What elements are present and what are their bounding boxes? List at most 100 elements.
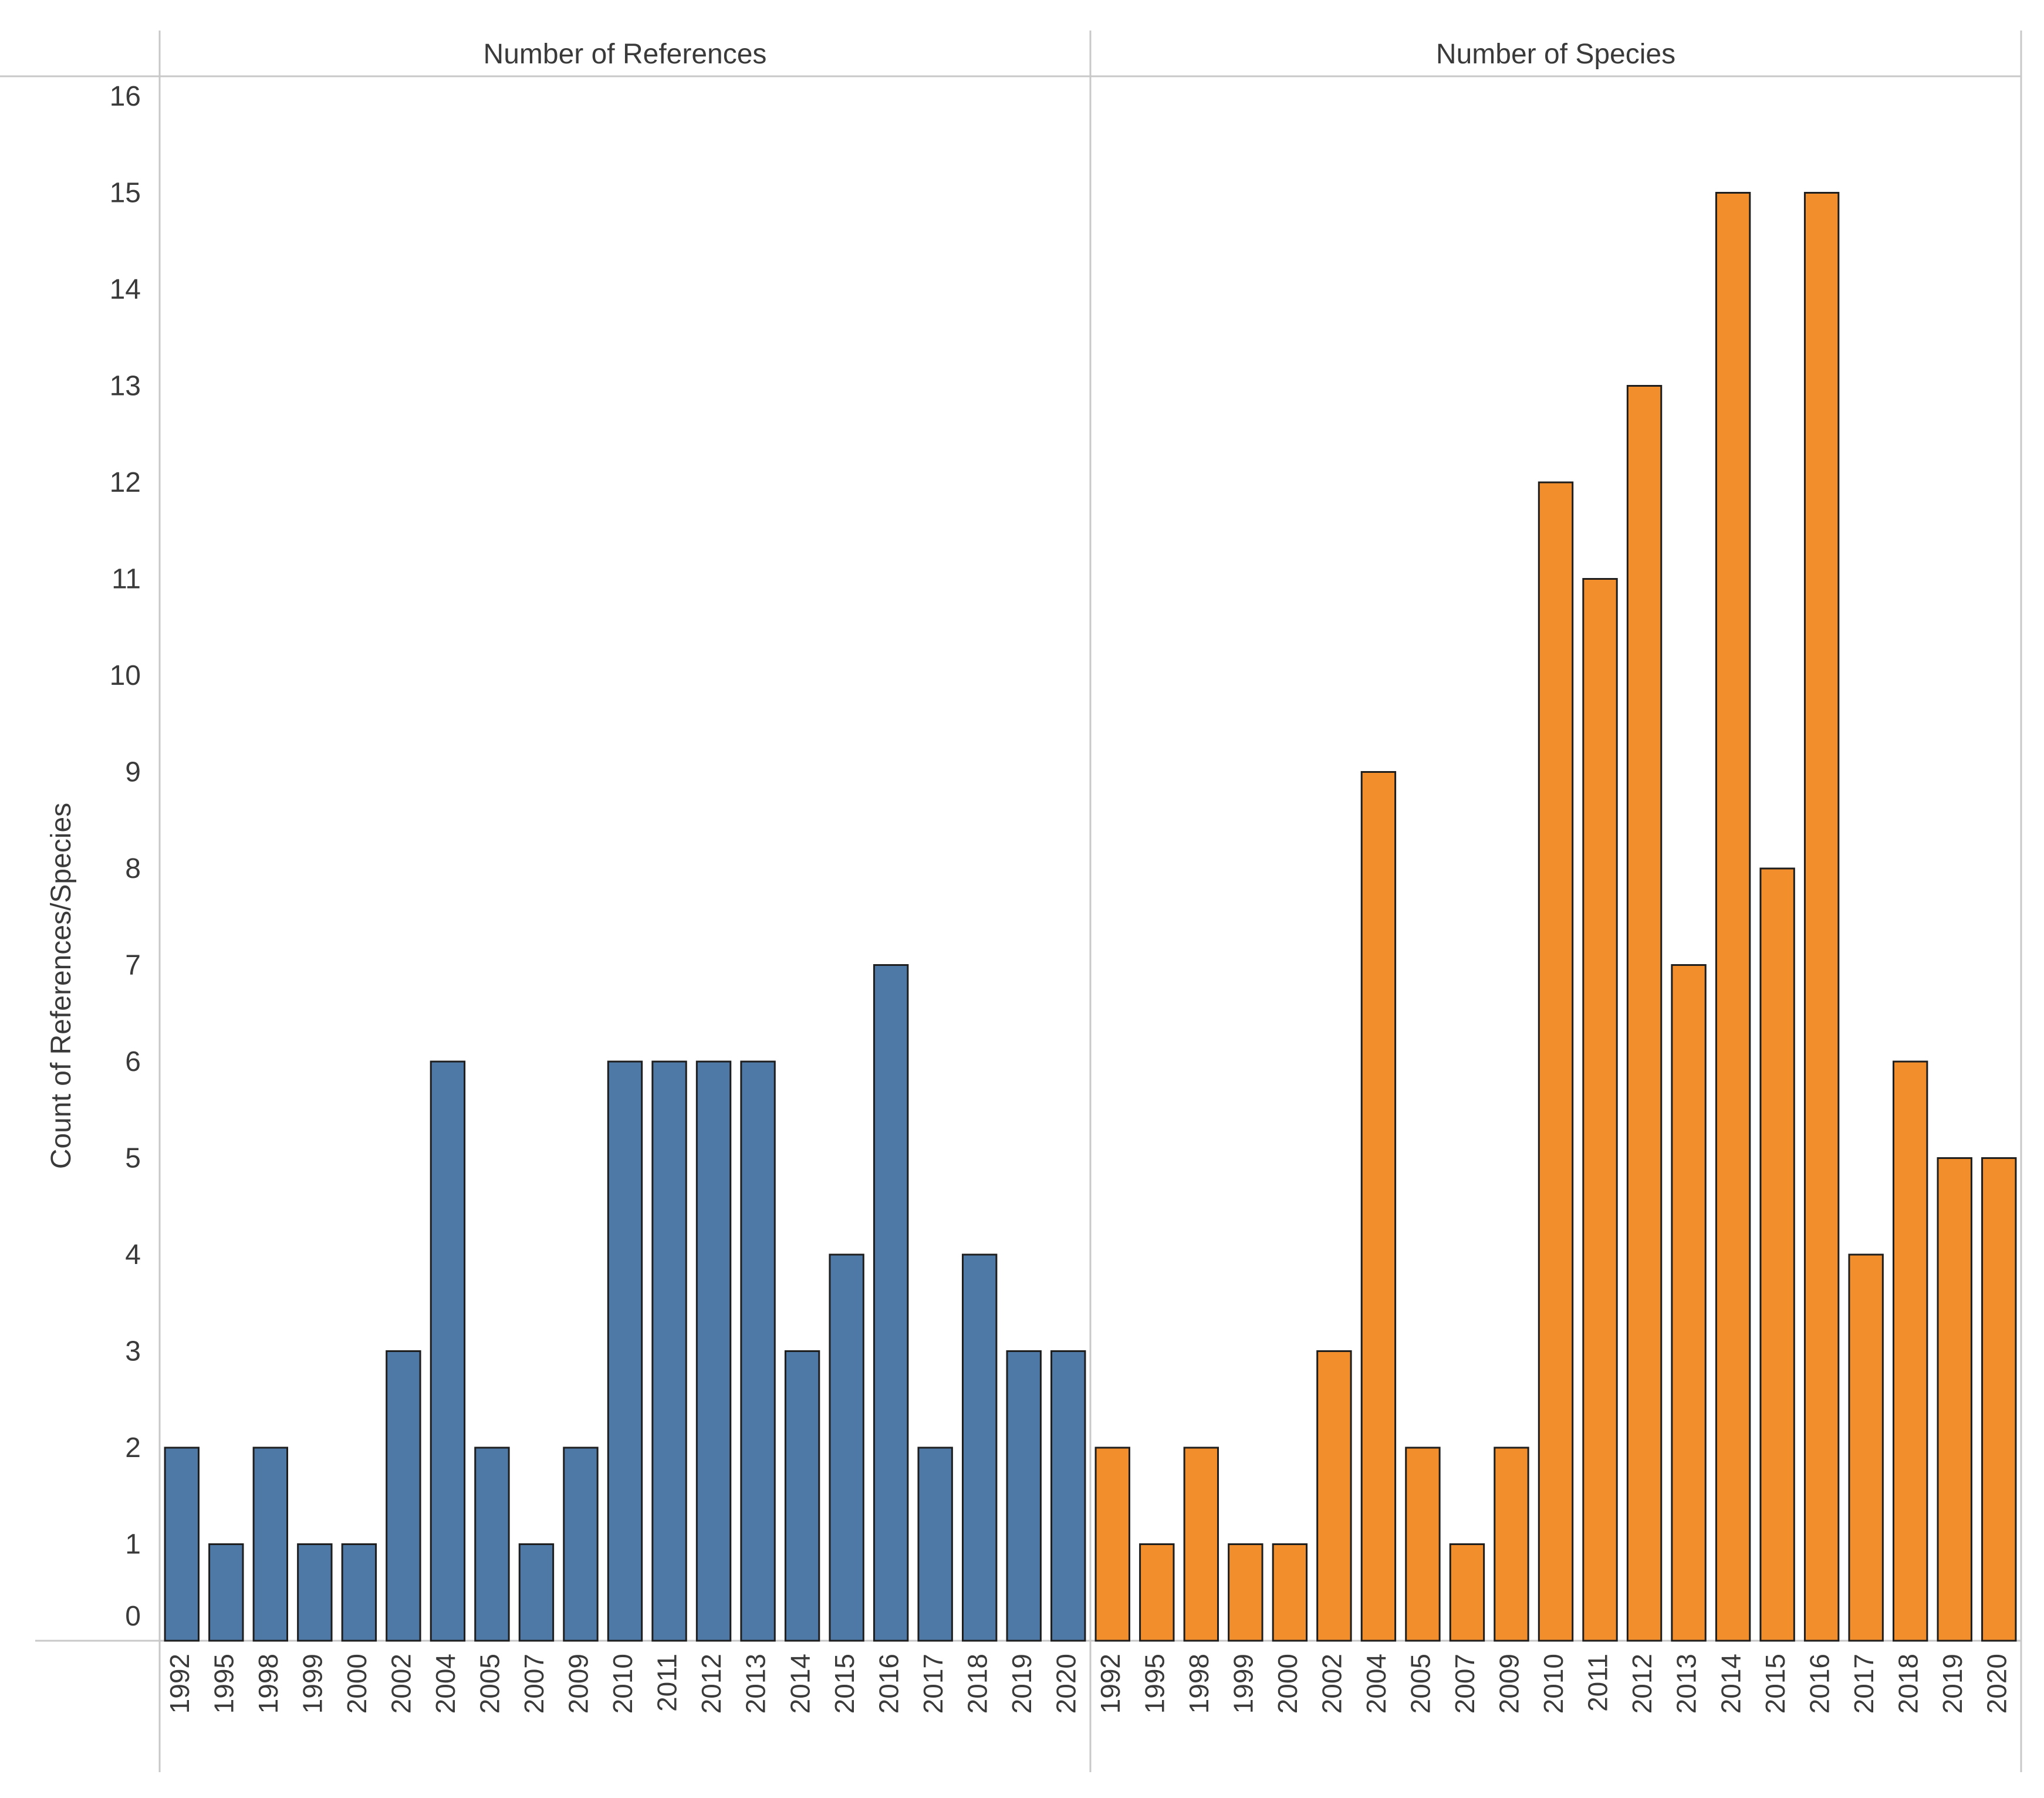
bar[interactable]: Number of Species 2014: 15 — [1715, 192, 1751, 1642]
x-tick-label: 1998 — [253, 1654, 283, 1713]
bar[interactable]: Number of References 2009: 2 — [563, 1446, 599, 1642]
bar[interactable]: Number of Species 2007: 1 — [1449, 1543, 1485, 1642]
bar[interactable]: Number of References 2007: 1 — [518, 1543, 555, 1642]
y-tick-label: 12 — [110, 467, 141, 498]
bar[interactable]: Number of Species 1999: 1 — [1228, 1543, 1263, 1642]
bar[interactable]: Number of Species 1992: 2 — [1094, 1446, 1130, 1642]
x-tick-label: 2018 — [962, 1654, 992, 1713]
panel-title: Number of References — [484, 39, 767, 70]
y-tick-label: 16 — [110, 81, 141, 112]
y-tick-label: 15 — [110, 178, 141, 209]
bar[interactable]: Number of Species 1995: 1 — [1139, 1543, 1175, 1642]
x-tick-label: 2011 — [1583, 1654, 1613, 1712]
panel-number-of-references: Number of References Number of References… — [164, 39, 1086, 1713]
bar[interactable]: Number of Species 2018: 6 — [1892, 1060, 1928, 1642]
bar[interactable]: Number of Species 2013: 7 — [1671, 964, 1707, 1642]
x-tick-label: 2017 — [1849, 1654, 1879, 1713]
x-tick-label: 2016 — [1804, 1654, 1834, 1713]
y-tick-label: 4 — [125, 1239, 141, 1270]
x-tick-label: 2014 — [1715, 1654, 1746, 1713]
x-tick-label: 2010 — [1538, 1654, 1569, 1713]
x-tick-label: 2010 — [607, 1654, 638, 1713]
bar[interactable]: Number of References 2014: 3 — [784, 1350, 820, 1642]
y-tick-label: 6 — [125, 1046, 141, 1077]
x-tick-label: 1999 — [297, 1654, 327, 1713]
y-tick-label: 10 — [110, 660, 141, 691]
x-tick-label: 2002 — [1317, 1654, 1347, 1713]
x-tick-label: 2012 — [696, 1654, 727, 1713]
bar[interactable]: Number of References 2017: 2 — [917, 1446, 953, 1642]
bar[interactable]: Number of Species 2005: 2 — [1405, 1446, 1441, 1642]
y-tick-label: 11 — [112, 564, 141, 595]
bar[interactable]: Number of Species 2009: 2 — [1494, 1446, 1529, 1642]
x-tick-label: 1992 — [164, 1654, 195, 1713]
bar[interactable]: Number of References 2000: 1 — [341, 1543, 377, 1642]
bar[interactable]: Number of References 1999: 1 — [297, 1543, 333, 1642]
x-tick-label: 2015 — [1760, 1654, 1790, 1713]
x-tick-label: 1998 — [1184, 1654, 1214, 1713]
x-tick-label: 2020 — [1050, 1654, 1081, 1713]
bar[interactable]: Number of Species 2011: 11 — [1582, 578, 1618, 1642]
bar[interactable]: Number of References 2020: 3 — [1050, 1350, 1086, 1642]
bar[interactable]: Number of References 2015: 4 — [829, 1253, 864, 1642]
x-tick-label: 1995 — [1139, 1654, 1170, 1713]
bar[interactable]: Number of Species 2010: 12 — [1538, 481, 1574, 1642]
y-tick-label: 0 — [125, 1601, 141, 1632]
y-tick-label: 3 — [125, 1336, 141, 1367]
bar[interactable]: Number of References 1992: 2 — [164, 1446, 200, 1642]
bar[interactable]: Number of Species 2020: 5 — [1981, 1157, 2017, 1642]
x-tick-label: 1999 — [1228, 1654, 1258, 1713]
bar[interactable]: Number of References 2019: 3 — [1006, 1350, 1042, 1642]
bar[interactable]: Number of Species 2017: 4 — [1848, 1253, 1884, 1642]
bar[interactable]: Number of Species 2000: 1 — [1272, 1543, 1308, 1642]
y-tick-label: 9 — [125, 757, 141, 788]
x-tick-label: 1995 — [208, 1654, 239, 1713]
x-tick-label: 2014 — [785, 1654, 815, 1713]
x-tick-label: 1992 — [1095, 1654, 1126, 1713]
bar[interactable]: Number of References 2004: 6 — [430, 1060, 466, 1642]
bar[interactable]: Number of References 2011: 6 — [651, 1060, 687, 1642]
x-tick-label: 2020 — [1981, 1654, 2012, 1713]
x-tick-label: 2004 — [430, 1654, 461, 1713]
y-tick-label: 14 — [110, 274, 141, 305]
x-tick-label: 2016 — [873, 1654, 904, 1713]
bar[interactable]: Number of References 1995: 1 — [208, 1543, 244, 1642]
bar[interactable]: Number of References 2002: 3 — [386, 1350, 421, 1642]
y-tick-label: 7 — [125, 950, 141, 981]
x-tick-label: 2009 — [563, 1654, 594, 1713]
bar[interactable]: Number of Species 2015: 8 — [1759, 867, 1795, 1642]
bar[interactable]: Number of References 2012: 6 — [695, 1060, 732, 1642]
panel-title: Number of Species — [1436, 39, 1675, 70]
bar[interactable]: Number of Species 2019: 5 — [1937, 1157, 1972, 1642]
x-tick-label: 2007 — [519, 1654, 549, 1713]
y-tick-label: 8 — [125, 853, 141, 884]
bar[interactable]: Number of References 2010: 6 — [607, 1060, 643, 1642]
x-tick-label: 2004 — [1361, 1654, 1391, 1713]
y-tick-label: 2 — [125, 1432, 141, 1464]
x-tick-label: 2013 — [741, 1654, 771, 1713]
x-tick-label: 2019 — [1937, 1654, 1968, 1713]
x-tick-label: 2005 — [475, 1654, 505, 1713]
x-tick-label: 2018 — [1893, 1654, 1923, 1713]
bar[interactable]: Number of Species 2004: 9 — [1360, 771, 1397, 1642]
bar[interactable]: Number of References 2005: 2 — [474, 1446, 510, 1642]
x-tick-label: 2017 — [918, 1654, 948, 1713]
bar[interactable]: Number of References 2016: 7 — [873, 964, 909, 1642]
x-tick-label: 2007 — [1450, 1654, 1480, 1713]
bar[interactable]: Number of Species 2016: 15 — [1803, 192, 1840, 1642]
bar[interactable]: Number of Species 1998: 2 — [1183, 1446, 1219, 1642]
bar[interactable]: Number of References 2018: 4 — [961, 1253, 998, 1642]
bar[interactable]: Number of References 2013: 6 — [740, 1060, 776, 1642]
bar[interactable]: Number of Species 2012: 13 — [1626, 385, 1663, 1642]
x-tick-label: 2000 — [342, 1654, 372, 1713]
x-tick-label: 2005 — [1406, 1654, 1436, 1713]
bar[interactable]: Number of References 1998: 2 — [252, 1446, 289, 1642]
x-tick-label: 2015 — [829, 1654, 860, 1713]
panel-number-of-species: Number of Species Number of Species 1992:… — [1094, 39, 2017, 1713]
x-tick-label: 2011 — [652, 1654, 683, 1712]
bar[interactable]: Number of Species 2002: 3 — [1316, 1350, 1352, 1642]
y-tick-label: 13 — [110, 371, 141, 402]
